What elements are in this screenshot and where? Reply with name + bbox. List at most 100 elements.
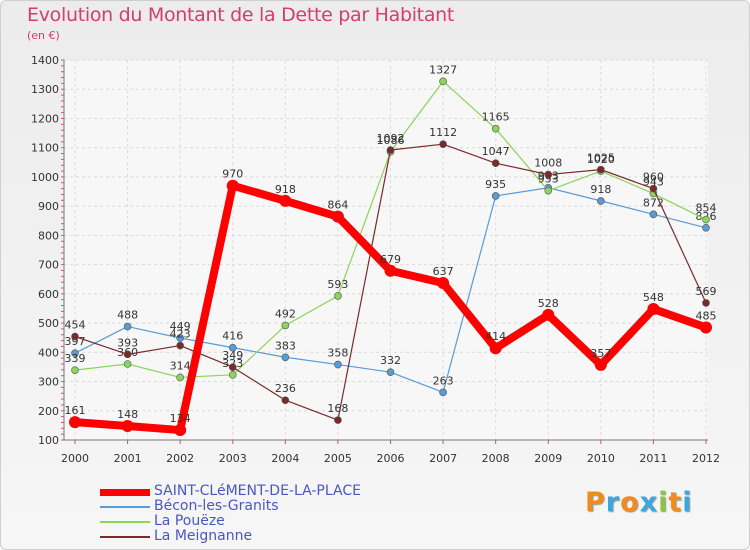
data-point bbox=[384, 264, 397, 277]
y-tick-label: 200 bbox=[38, 405, 59, 418]
series-segment bbox=[652, 192, 707, 221]
legend-swatch bbox=[100, 536, 150, 538]
data-point bbox=[228, 363, 237, 372]
y-tick-label: 900 bbox=[38, 200, 59, 213]
data-point bbox=[176, 334, 184, 342]
data-label: 960 bbox=[643, 171, 664, 184]
data-point bbox=[176, 373, 184, 382]
data-label: 161 bbox=[65, 404, 86, 417]
y-tick-label: 400 bbox=[38, 346, 59, 359]
series-segment bbox=[74, 325, 129, 354]
data-point bbox=[71, 366, 79, 374]
x-tick-label: 2008 bbox=[482, 452, 510, 465]
x-tick-label: 2001 bbox=[114, 452, 142, 465]
y-tick-label: 1200 bbox=[31, 112, 59, 125]
legend-label: Bécon-les-Granits bbox=[154, 498, 279, 514]
data-point bbox=[386, 368, 395, 376]
data-point bbox=[594, 358, 607, 371]
data-point bbox=[491, 124, 500, 133]
data-label: 323 bbox=[222, 357, 243, 370]
series-segment bbox=[284, 295, 339, 327]
y-tick-label: 600 bbox=[38, 288, 59, 301]
data-point bbox=[439, 140, 447, 148]
series-segment bbox=[491, 310, 553, 353]
x-tick-label: 2000 bbox=[61, 452, 89, 465]
series-segment bbox=[495, 187, 549, 197]
legend-swatch bbox=[100, 521, 150, 523]
series-segment bbox=[600, 170, 655, 195]
series-segment bbox=[652, 213, 707, 229]
data-label: 593 bbox=[327, 278, 348, 291]
data-label: 970 bbox=[222, 168, 243, 181]
logo-letter: t bbox=[668, 487, 683, 518]
series-segment bbox=[333, 212, 395, 275]
data-point bbox=[123, 350, 132, 359]
data-label: 569 bbox=[696, 285, 717, 298]
data-point bbox=[489, 342, 502, 355]
data-label: 528 bbox=[538, 297, 559, 310]
series-segment bbox=[284, 399, 339, 421]
data-point bbox=[597, 197, 605, 205]
series-segment bbox=[284, 356, 339, 366]
data-point bbox=[176, 341, 184, 350]
series-segment bbox=[176, 181, 237, 435]
plot-area bbox=[64, 60, 708, 440]
series-segment bbox=[442, 80, 497, 130]
data-label: 679 bbox=[380, 253, 401, 266]
data-point bbox=[544, 186, 553, 195]
logo-letter: x bbox=[639, 487, 659, 518]
x-tick-label: 2007 bbox=[429, 452, 457, 465]
data-label: 349 bbox=[222, 349, 243, 362]
data-label: 1112 bbox=[429, 126, 457, 139]
series-segment bbox=[389, 143, 444, 151]
x-tick-label: 2006 bbox=[377, 452, 405, 465]
series-3: 454 393 423 349 236 168 1092 1112 1047 1008 1025 96… bbox=[65, 126, 717, 424]
data-point bbox=[334, 360, 342, 369]
series-segment bbox=[74, 335, 129, 355]
series-segment bbox=[596, 305, 658, 369]
series-segment bbox=[179, 344, 234, 368]
data-label: 416 bbox=[222, 330, 243, 343]
data-point bbox=[123, 322, 132, 331]
data-point bbox=[279, 194, 292, 207]
data-point bbox=[228, 343, 237, 352]
data-label: 393 bbox=[117, 336, 138, 349]
data-label: 854 bbox=[696, 202, 717, 215]
series-segment bbox=[649, 305, 710, 332]
data-point bbox=[700, 321, 712, 334]
proxiti-logo: Proxiti bbox=[585, 487, 693, 518]
logo-letter: o bbox=[620, 487, 640, 518]
data-point bbox=[334, 416, 342, 424]
x-tick-label: 2011 bbox=[639, 452, 667, 465]
series-segment bbox=[126, 325, 181, 339]
y-tick-label: 1000 bbox=[31, 171, 59, 184]
chart-subtitle: (en €) bbox=[27, 29, 60, 42]
data-point bbox=[386, 146, 395, 154]
series-segment bbox=[232, 366, 286, 401]
series-segment bbox=[123, 421, 185, 435]
data-point bbox=[281, 321, 290, 330]
data-point bbox=[647, 303, 660, 316]
data-label: 1047 bbox=[482, 145, 510, 158]
data-label: 935 bbox=[485, 178, 506, 191]
data-point bbox=[123, 360, 132, 368]
series-segment bbox=[389, 371, 444, 393]
data-label: 1008 bbox=[534, 157, 562, 170]
series-segment bbox=[126, 344, 181, 355]
x-tick-label: 2005 bbox=[324, 452, 352, 465]
series-segment bbox=[439, 279, 500, 353]
x-tick-label: 2012 bbox=[692, 452, 720, 465]
data-label: 1086 bbox=[377, 134, 405, 147]
data-point bbox=[544, 170, 553, 179]
data-label: 485 bbox=[696, 309, 717, 322]
data-point bbox=[542, 308, 555, 321]
data-point bbox=[702, 223, 710, 232]
data-point bbox=[334, 292, 342, 300]
series-segment bbox=[547, 169, 602, 176]
x-tick-label: 2004 bbox=[271, 452, 299, 465]
series-segment bbox=[281, 196, 342, 221]
data-point bbox=[491, 159, 500, 167]
data-label: 454 bbox=[65, 319, 86, 332]
data-label: 414 bbox=[485, 330, 506, 343]
series-segment bbox=[71, 418, 132, 430]
